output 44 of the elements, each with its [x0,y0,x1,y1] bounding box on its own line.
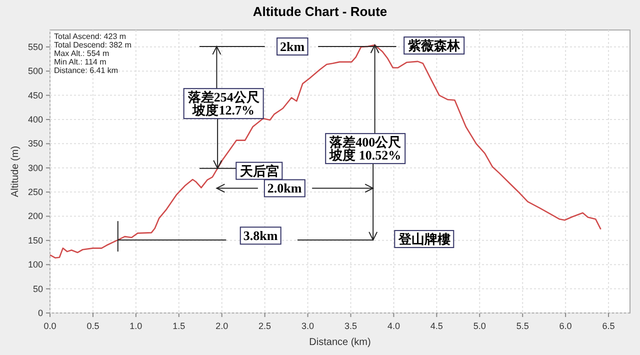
y-tick-label: 100 [28,260,43,270]
x-tick-label: 4.0 [387,321,400,331]
annotation: 落差254公尺坡度12.7% [183,88,264,120]
annotation: 2.0km [267,180,302,196]
annotation: 2km [276,38,308,56]
annotation: 2.0km [264,179,306,198]
y-tick-label: 500 [28,66,43,76]
x-tick-label: 2.5 [258,321,272,331]
x-tick-label: 0.5 [86,321,100,331]
y-tick-label: 300 [28,162,43,173]
x-tick-label: 3.5 [344,321,357,331]
y-axis-title: Altitude (m) [10,146,21,198]
annotation: 天后宮 [236,162,283,180]
y-tick-label: 550 [28,42,43,52]
x-tick-label: 5.5 [516,321,529,331]
y-tick-label: 400 [28,114,43,124]
y-tick-label: 450 [28,90,43,100]
x-tick-label: 5.0 [473,321,486,331]
annotation: 3.8km [240,226,282,245]
x-tick-label: 1.5 [172,321,186,331]
annotation: 天后宮 [239,163,280,178]
annotation: 紫薇森林 [407,38,462,54]
x-tick-label: 2.0 [216,321,228,331]
chart-title: Altitude Chart - Route [252,4,388,19]
x-tick-label: 6.0 [559,321,572,331]
x-axis-title: Distance (km) [309,337,371,348]
y-tick-label: 250 [28,187,43,198]
annotation: Total Ascend: 423 m Total Descend: 382 m Max Alt.: 554 m Min Alt.: 114 m Distance: 6.41 km [54,32,132,75]
annotation: 登山牌樓 [394,230,454,248]
x-tick-label: 6.5 [602,321,615,331]
y-tick-label: 200 [28,211,43,222]
annotation: 2km [280,39,305,54]
x-tick-label: 1.0 [130,321,142,331]
y-tick-label: 350 [28,138,43,149]
annotation: 落差400公尺坡度 10.52% [325,133,406,164]
x-tick-label: 0.0 [44,321,56,331]
annotation: 登山牌樓 [398,232,451,247]
y-tick-label: 0 [38,308,43,318]
annotation: 3.8km [243,228,278,244]
y-tick-label: 50 [32,284,43,294]
y-tick-label: 150 [28,235,43,246]
annotation: 紫薇森林 [404,36,465,55]
x-tick-label: 4.5 [430,321,443,331]
x-tick-label: 3.0 [302,321,314,331]
